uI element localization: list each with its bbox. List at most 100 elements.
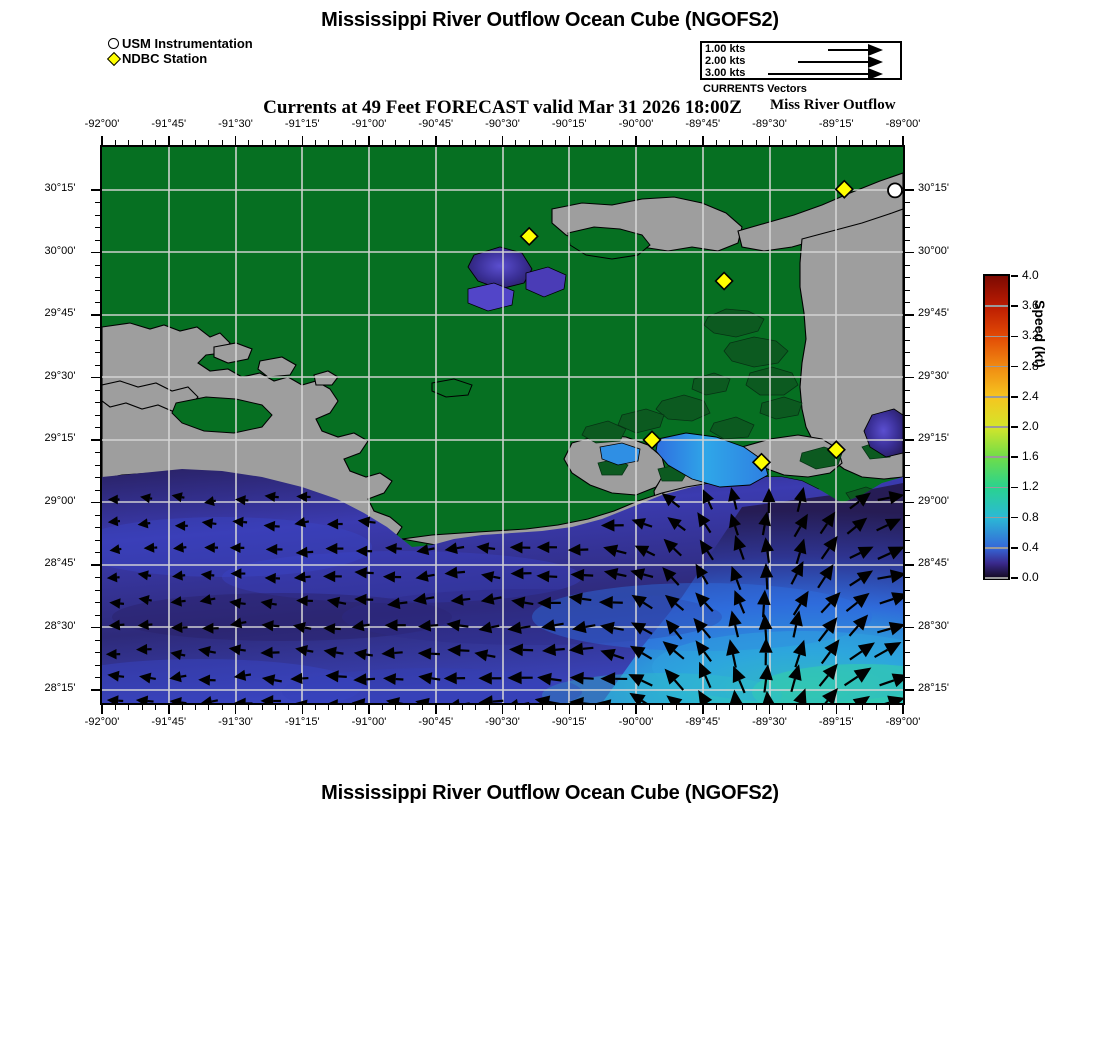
- current-arrow: [511, 596, 534, 609]
- colorbar-inner-tick-2.4: [985, 396, 1008, 398]
- current-arrow: [631, 518, 653, 530]
- lat-tick-left-0: [91, 189, 100, 191]
- current-arrow: [634, 545, 656, 557]
- lat-minor-right-4-4: [905, 489, 910, 491]
- lon-minor-top-11-1: [849, 140, 851, 145]
- current-arrow: [198, 674, 216, 686]
- current-arrow: [446, 619, 469, 632]
- current-arrow: [480, 592, 502, 605]
- lon-minor-bottom-4-1: [381, 705, 383, 710]
- lon-tick-bottom-5: [435, 705, 437, 714]
- lon-minor-bottom-8-2: [662, 705, 664, 710]
- current-arrow: [510, 567, 532, 580]
- current-arrow: [819, 511, 836, 535]
- current-arrow: [229, 597, 246, 609]
- usm-instrumentation-marker[interactable]: [887, 182, 903, 199]
- current-arrow: [170, 649, 186, 660]
- current-arrow: [109, 544, 122, 555]
- lon-tick-bottom-0: [101, 705, 103, 714]
- ndbc-station-marker[interactable]: [519, 226, 539, 247]
- lon-minor-bottom-6-4: [555, 705, 557, 710]
- current-arrow: [793, 538, 807, 565]
- lon-minor-top-6-2: [528, 140, 530, 145]
- current-arrow: [849, 570, 874, 587]
- current-arrow: [757, 589, 771, 618]
- current-arrow: [353, 648, 373, 661]
- lat-minor-left-3-3: [95, 414, 100, 416]
- lon-minor-bottom-3-3: [341, 705, 343, 710]
- current-arrow: [600, 648, 625, 662]
- colorbar-inner-tick-1.2: [985, 486, 1008, 489]
- current-arrow: [820, 591, 841, 614]
- lon-minor-top-7-2: [595, 140, 597, 145]
- lon-minor-top-9-2: [728, 140, 730, 145]
- lon-minor-top-10-3: [809, 140, 811, 145]
- station-markers[interactable]: [519, 179, 903, 472]
- current-arrow: [235, 495, 249, 506]
- colorbar-inner-tick-0.4: [985, 547, 1008, 549]
- lon-minor-bottom-5-4: [488, 705, 490, 710]
- lat-tick-left-5: [91, 501, 100, 504]
- lon-label-top-0: -92°00': [84, 118, 120, 130]
- lat-minor-left-5-3: [95, 539, 100, 541]
- current-arrow: [261, 674, 282, 686]
- current-arrow: [169, 671, 187, 683]
- lon-tick-bottom-3: [301, 705, 303, 714]
- lat-minor-left-2-4: [95, 364, 100, 366]
- lon-label-bottom-6: -90°30': [485, 716, 520, 728]
- current-arrow: [447, 644, 470, 657]
- ndbc-station-marker[interactable]: [834, 179, 854, 199]
- colorbar-tick-0.0: [1011, 577, 1018, 579]
- current-arrow: [265, 543, 283, 555]
- legend-item-usm-label: USM Instrumentation: [122, 36, 253, 51]
- current-arrow: [567, 543, 589, 556]
- map-plot-area[interactable]: [100, 145, 905, 705]
- river-outflow-patches: [467, 246, 903, 458]
- lon-minor-bottom-9-1: [715, 705, 717, 710]
- lon-minor-bottom-5-1: [448, 705, 450, 710]
- current-arrow: [879, 673, 903, 688]
- lon-minor-top-1-4: [221, 140, 223, 145]
- lat-minor-right-4-2: [905, 464, 910, 466]
- lon-minor-top-3-1: [315, 140, 317, 145]
- lon-minor-top-5-4: [488, 140, 490, 145]
- lon-minor-bottom-3-4: [355, 705, 357, 710]
- lon-minor-top-8-2: [662, 140, 664, 145]
- vector-key-caption: CURRENTS Vectors: [703, 83, 807, 95]
- lat-minor-right-6-3: [905, 602, 910, 603]
- current-arrow: [537, 672, 562, 686]
- lat-minor-right-3-4: [905, 427, 910, 428]
- ndbc-station-marker[interactable]: [714, 271, 734, 291]
- lon-minor-top-0-1: [114, 140, 116, 145]
- current-arrow: [595, 699, 612, 703]
- lon-minor-bottom-1-2: [194, 705, 196, 710]
- lat-label-right-2: 29°45': [918, 307, 949, 319]
- lon-minor-bottom-7-1: [582, 705, 584, 710]
- lon-minor-top-1-2: [194, 140, 196, 145]
- lon-minor-bottom-0-3: [141, 705, 143, 710]
- lon-tick-top-3: [301, 136, 303, 145]
- current-arrow: [354, 593, 374, 606]
- lon-minor-top-6-3: [542, 140, 544, 145]
- lat-minor-left-7-1: [95, 639, 100, 641]
- current-arrow: [877, 621, 903, 636]
- current-arrow: [138, 595, 152, 606]
- current-arrow: [630, 622, 653, 635]
- colorbar-title: Speed (kt): [1032, 300, 1048, 368]
- ndbc-station-marker[interactable]: [826, 440, 846, 460]
- legend-item-ndbc-label: NDBC Station: [122, 51, 208, 66]
- lon-tick-bottom-11: [835, 705, 837, 714]
- lon-minor-top-8-3: [675, 140, 677, 145]
- colorbar-tick-3.2: [1011, 335, 1018, 338]
- lon-label-bottom-2: -91°30': [218, 716, 253, 728]
- current-arrow: [137, 619, 153, 631]
- current-arrow: [733, 590, 746, 614]
- current-arrow: [204, 542, 219, 553]
- ndbc-station-marker[interactable]: [751, 452, 772, 472]
- current-arrow: [698, 690, 715, 703]
- current-arrow: [108, 619, 125, 631]
- ndbc-station-marker[interactable]: [642, 430, 662, 450]
- current-arrow: [568, 592, 592, 605]
- current-arrow: [136, 643, 152, 655]
- current-arrow: [323, 570, 342, 583]
